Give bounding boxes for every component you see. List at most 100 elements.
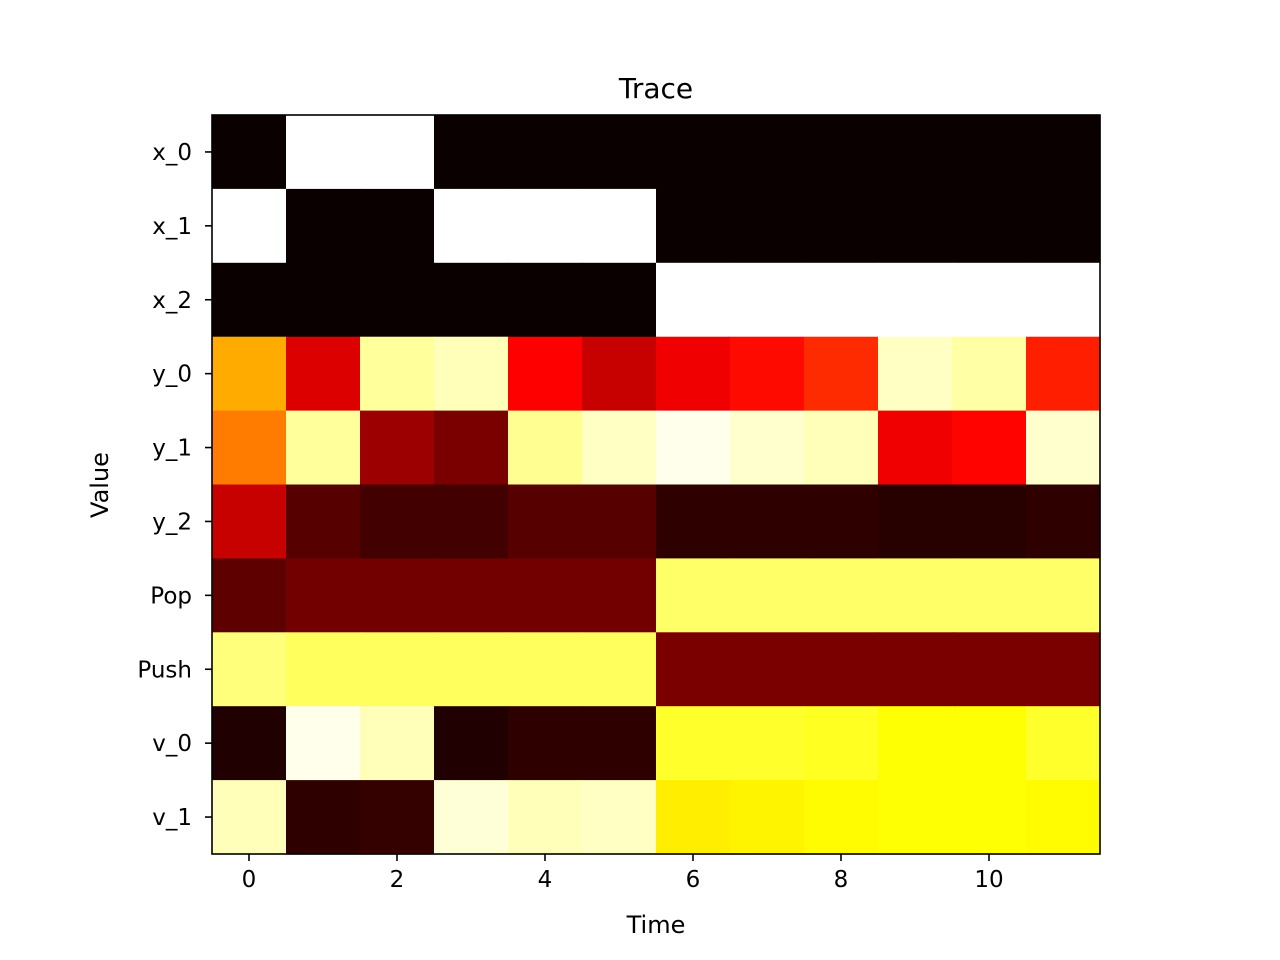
heatmap-cell-v_1-t6 xyxy=(656,780,731,855)
y-tick-label: Pop xyxy=(150,583,192,609)
heatmap-cell-Push-t9 xyxy=(878,632,953,707)
heatmap-cell-y_0-t0 xyxy=(212,336,287,412)
heatmap-cell-v_1-t10 xyxy=(952,780,1027,855)
heatmap-cell-Pop-t1 xyxy=(286,558,361,633)
heatmap-cell-x_2-t2 xyxy=(360,262,435,338)
heatmap-cell-x_0-t6 xyxy=(656,115,731,190)
heatmap-cell-v_1-t5 xyxy=(582,780,657,855)
x-axis-label: Time xyxy=(626,911,686,939)
x-tick-label: 8 xyxy=(834,867,849,893)
heatmap-cell-y_0-t7 xyxy=(730,336,805,412)
heatmap-cell-v_1-t4 xyxy=(508,780,583,855)
heatmap-cell-Push-t8 xyxy=(804,632,879,707)
y-tick-label: y_0 xyxy=(152,362,192,388)
heatmap-cell-y_1-t0 xyxy=(212,410,287,486)
heatmap-cell-y_0-t10 xyxy=(952,336,1027,412)
heatmap-cell-Pop-t5 xyxy=(582,558,657,633)
heatmap-cell-x_1-t11 xyxy=(1026,188,1101,264)
heatmap-cell-v_1-t9 xyxy=(878,780,953,855)
heatmap-cell-y_2-t2 xyxy=(360,484,435,559)
heatmap-cell-Pop-t9 xyxy=(878,558,953,633)
heatmap-cells xyxy=(212,115,1101,855)
heatmap-cell-x_0-t4 xyxy=(508,115,583,190)
heatmap-cell-y_0-t3 xyxy=(434,336,509,412)
heatmap-cell-x_0-t7 xyxy=(730,115,805,190)
heatmap-cell-v_1-t2 xyxy=(360,780,435,855)
heatmap-cell-x_1-t9 xyxy=(878,188,953,264)
y-axis: x_0 x_1 x_2 y_0 y_1 y_2 Pop Push v_0 v_1 xyxy=(137,140,212,831)
heatmap-cell-x_0-t3 xyxy=(434,115,509,190)
y-tick-label: v_0 xyxy=(152,731,192,757)
heatmap-cell-v_0-t10 xyxy=(952,706,1027,781)
heatmap-cell-Pop-t6 xyxy=(656,558,731,633)
heatmap-cell-v_0-t7 xyxy=(730,706,805,781)
x-tick-label: 2 xyxy=(390,867,405,893)
plot-frame xyxy=(211,114,1101,855)
heatmap-cell-y_1-t3 xyxy=(434,410,509,486)
heatmap-cell-x_1-t10 xyxy=(952,188,1027,264)
y-axis-label: Value xyxy=(86,452,114,518)
heatmap-cell-v_0-t4 xyxy=(508,706,583,781)
heatmap-cell-y_2-t1 xyxy=(286,484,361,559)
heatmap-cell-v_0-t9 xyxy=(878,706,953,781)
heatmap-cell-y_0-t4 xyxy=(508,336,583,412)
heatmap-cell-y_0-t2 xyxy=(360,336,435,412)
heatmap-cell-x_0-t0 xyxy=(212,115,287,190)
heatmap-cell-v_0-t8 xyxy=(804,706,879,781)
heatmap-cell-y_2-t0 xyxy=(212,484,287,559)
heatmap-cell-x_1-t6 xyxy=(656,188,731,264)
y-tick-label: Push xyxy=(137,657,192,683)
heatmap-cell-y_2-t11 xyxy=(1026,484,1101,559)
y-tick-label: y_1 xyxy=(152,436,192,462)
heatmap-cell-v_0-t5 xyxy=(582,706,657,781)
y-tick-label: v_1 xyxy=(152,805,192,831)
heatmap-cell-y_1-t1 xyxy=(286,410,361,486)
heatmap-cell-Pop-t0 xyxy=(212,558,287,633)
heatmap-cell-x_0-t9 xyxy=(878,115,953,190)
heatmap-cell-x_2-t9 xyxy=(878,262,953,338)
x-tick-label: 0 xyxy=(242,867,257,893)
heatmap-cell-Push-t5 xyxy=(582,632,657,707)
heatmap-cell-x_0-t5 xyxy=(582,115,657,190)
heatmap-cell-Push-t7 xyxy=(730,632,805,707)
heatmap-cell-y_1-t10 xyxy=(952,410,1027,486)
heatmap-cell-y_2-t7 xyxy=(730,484,805,559)
heatmap-cell-y_1-t11 xyxy=(1026,410,1101,486)
heatmap-cell-x_0-t10 xyxy=(952,115,1027,190)
heatmap-cell-y_0-t5 xyxy=(582,336,657,412)
x-tick-label: 6 xyxy=(686,867,701,893)
heatmap-cell-x_1-t1 xyxy=(286,188,361,264)
x-tick-label: 4 xyxy=(538,867,553,893)
y-tick-label: x_2 xyxy=(152,288,192,314)
heatmap-cell-y_0-t1 xyxy=(286,336,361,412)
heatmap-cell-Push-t4 xyxy=(508,632,583,707)
heatmap-cell-v_0-t11 xyxy=(1026,706,1101,781)
heatmap-cell-x_2-t0 xyxy=(212,262,287,338)
y-tick-label: x_0 xyxy=(152,140,192,166)
heatmap-cell-x_2-t11 xyxy=(1026,262,1101,338)
heatmap-cell-x_2-t4 xyxy=(508,262,583,338)
heatmap-cell-Push-t3 xyxy=(434,632,509,707)
heatmap-cell-Push-t0 xyxy=(212,632,287,707)
y-tick-label: x_1 xyxy=(152,214,192,240)
heatmap-cell-Pop-t3 xyxy=(434,558,509,633)
heatmap-cell-x_1-t7 xyxy=(730,188,805,264)
heatmap-cell-v_0-t3 xyxy=(434,706,509,781)
heatmap-cell-x_1-t2 xyxy=(360,188,435,264)
heatmap-cell-x_2-t7 xyxy=(730,262,805,338)
heatmap-cell-Pop-t10 xyxy=(952,558,1027,633)
heatmap-cell-Pop-t11 xyxy=(1026,558,1101,633)
x-tick-label: 10 xyxy=(974,867,1003,893)
heatmap-cell-y_1-t4 xyxy=(508,410,583,486)
heatmap-cell-x_1-t0 xyxy=(212,188,287,264)
heatmap-cell-x_1-t8 xyxy=(804,188,879,264)
heatmap-cell-x_2-t8 xyxy=(804,262,879,338)
heatmap-cell-Push-t1 xyxy=(286,632,361,707)
heatmap-cell-x_0-t11 xyxy=(1026,115,1101,190)
heatmap-cell-x_1-t5 xyxy=(582,188,657,264)
chart-title: Trace xyxy=(618,72,693,105)
heatmap-cell-y_1-t9 xyxy=(878,410,953,486)
heatmap-cell-x_2-t3 xyxy=(434,262,509,338)
heatmap-cell-x_2-t5 xyxy=(582,262,657,338)
